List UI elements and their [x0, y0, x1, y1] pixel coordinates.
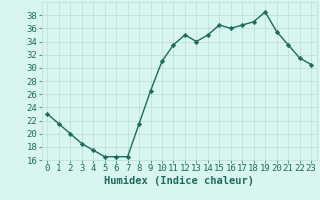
X-axis label: Humidex (Indice chaleur): Humidex (Indice chaleur) — [104, 176, 254, 186]
